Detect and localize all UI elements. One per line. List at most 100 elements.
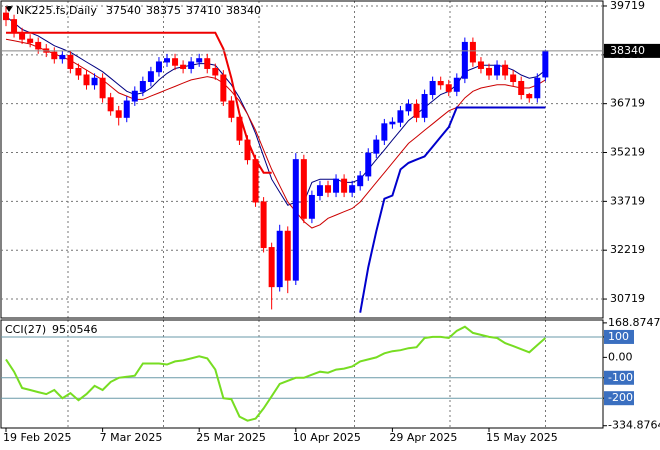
candle-body — [292, 159, 299, 281]
candle-body — [373, 139, 380, 154]
candle-body — [437, 80, 444, 86]
candle-body — [164, 58, 170, 63]
candle-body — [35, 41, 42, 50]
candle-body — [204, 58, 211, 69]
candle-body — [526, 94, 533, 99]
candle-body — [389, 121, 396, 125]
candle-body — [268, 247, 275, 288]
y-tick-label: 0.00 — [608, 350, 633, 363]
panel-frame — [0, 319, 604, 429]
candle-body — [91, 77, 98, 86]
candle-body — [59, 54, 66, 60]
candle-body — [534, 77, 541, 99]
symbol-icon — [5, 6, 13, 12]
indicator-value: 95.0546 — [52, 323, 98, 336]
candle-body — [381, 123, 388, 141]
candle-body — [180, 64, 187, 69]
candle-body — [477, 61, 484, 69]
candle-body — [172, 58, 179, 66]
candle-body — [405, 103, 412, 112]
candle-body — [494, 64, 501, 76]
candle-body — [445, 84, 452, 92]
cci-line — [5, 325, 547, 422]
candle-body — [413, 103, 420, 118]
candle-body — [220, 74, 227, 102]
y-tick-label: 30719 — [610, 292, 645, 305]
candle-body — [357, 175, 364, 187]
candle-body — [19, 32, 26, 40]
candle-body — [75, 67, 82, 76]
y-tick-label: 168.8747 — [608, 316, 660, 329]
candle-body — [212, 67, 219, 76]
x-tick-label: 25 Mar 2025 — [196, 431, 266, 444]
y-tick-label: 100 — [608, 330, 629, 343]
candle-body — [300, 159, 307, 219]
ohlc-value: 37540 — [106, 4, 141, 17]
price-box-label: 38340 — [610, 44, 645, 57]
candle-body — [123, 100, 130, 118]
candle-body — [365, 152, 372, 177]
candle-body — [349, 185, 356, 193]
ohlc-value: 38340 — [226, 4, 261, 17]
x-tick-label: 7 Mar 2025 — [100, 431, 163, 444]
panel-frame — [0, 0, 604, 319]
y-tick-label: 36719 — [610, 97, 645, 110]
candle-body — [486, 67, 492, 76]
candle-body — [252, 159, 259, 203]
candle-body — [341, 178, 348, 193]
y-tick-label: -100 — [608, 371, 633, 384]
x-tick-label: 15 May 2025 — [486, 431, 558, 444]
candle-body — [453, 77, 460, 92]
candle-body — [83, 74, 90, 86]
candle-body — [139, 80, 146, 92]
candle-body — [421, 94, 428, 118]
candle-body — [276, 230, 283, 288]
candle-body — [469, 41, 476, 63]
ohlc-value: 37410 — [186, 4, 221, 17]
x-tick-label: 29 Apr 2025 — [389, 431, 457, 444]
candle-body — [51, 51, 58, 60]
candle-body — [510, 74, 517, 82]
chart-title: NK225.fs,Daily — [16, 4, 97, 17]
indicator-title: CCI(27) — [5, 323, 46, 336]
level-box — [604, 370, 634, 385]
candle-body — [27, 38, 34, 43]
candle-body — [308, 194, 315, 219]
ohlc-value: 38375 — [146, 4, 181, 17]
candle-body — [228, 100, 235, 118]
candle-body — [67, 54, 74, 69]
y-tick-label: 32219 — [610, 243, 645, 256]
y-tick-label: 39719 — [610, 0, 645, 12]
indicator-line — [6, 31, 272, 174]
candle-body — [147, 71, 154, 82]
candle-body — [429, 80, 436, 96]
candle-body — [316, 185, 323, 196]
indicator-line — [359, 106, 546, 313]
candle-body — [11, 19, 18, 34]
y-tick-label: -200 — [608, 391, 633, 404]
candle-body — [3, 12, 9, 21]
candle-body — [542, 50, 549, 78]
candle-body — [236, 116, 243, 141]
candle-body — [244, 139, 251, 161]
candle-body — [333, 178, 340, 193]
candle-body — [284, 230, 291, 281]
candle-body — [99, 77, 106, 99]
candle-body — [325, 185, 331, 193]
price-box — [604, 43, 660, 58]
y-tick-label: 35219 — [610, 146, 645, 159]
y-tick-label: -334.8764 — [608, 419, 660, 432]
x-tick-label: 10 Apr 2025 — [293, 431, 361, 444]
candle-body — [260, 201, 267, 249]
candle-body — [502, 64, 509, 76]
level-box — [604, 391, 634, 406]
candle-body — [196, 58, 203, 63]
candle-body — [461, 41, 468, 79]
candle-body — [518, 80, 525, 96]
y-tick-label: 33719 — [610, 194, 645, 207]
candle-body — [397, 110, 404, 123]
candle-body — [107, 97, 114, 112]
candle-body — [188, 61, 195, 69]
